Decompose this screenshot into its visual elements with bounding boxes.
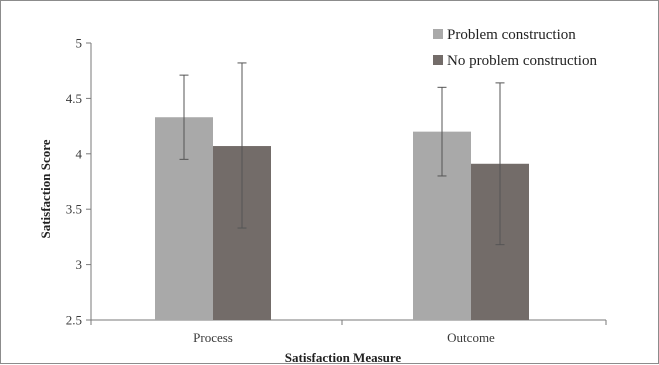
y-tick-label: 4.5 xyxy=(66,91,82,106)
y-tick-label: 3.5 xyxy=(66,202,82,217)
legend-swatch xyxy=(433,29,443,39)
y-tick-label: 2.5 xyxy=(66,313,82,328)
legend: Problem construction No problem construct… xyxy=(433,27,597,69)
y-axis-title: Satisfaction Score xyxy=(38,139,53,238)
error-bars xyxy=(179,62,505,246)
legend-swatch xyxy=(433,55,443,65)
y-axis: 2.5 3 3.5 4 4.5 5 xyxy=(66,36,92,328)
x-tick-label: Process xyxy=(193,330,233,345)
legend-label: No problem construction xyxy=(447,53,597,69)
y-tick-label: 4 xyxy=(76,146,83,161)
x-tick-label: Outcome xyxy=(447,330,495,345)
y-tick-label: 5 xyxy=(76,36,83,51)
bars xyxy=(155,117,529,321)
legend-label: Problem construction xyxy=(447,27,576,43)
x-axis-title: Satisfaction Measure xyxy=(285,350,402,365)
x-axis: Process Outcome xyxy=(90,319,607,345)
y-tick-label: 3 xyxy=(76,257,83,272)
